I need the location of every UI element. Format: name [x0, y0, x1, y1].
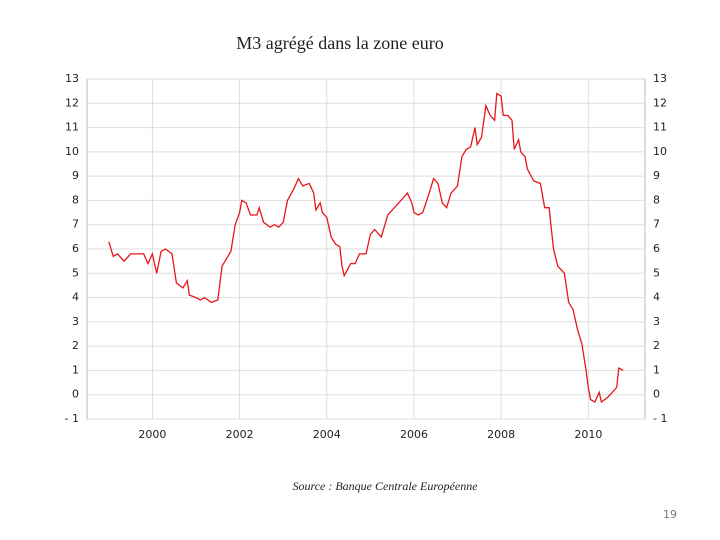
page-number: 19 [663, 508, 677, 521]
y2-tick-label: - 1 [653, 412, 667, 425]
x-tick-label: 2008 [487, 428, 515, 441]
y2-tick-label: 11 [653, 121, 667, 134]
y-tick-label: 11 [65, 121, 79, 134]
y2-tick-label: 3 [653, 315, 660, 328]
y2-tick-label: 1 [653, 363, 660, 376]
y-tick-label: 7 [72, 218, 79, 231]
y2-tick-label: 5 [653, 266, 660, 279]
y2-tick-label: 0 [653, 388, 660, 401]
x-tick-label: 2002 [226, 428, 254, 441]
y-tick-label: 8 [72, 193, 79, 206]
y2-tick-label: 6 [653, 242, 660, 255]
y2-tick-label: 8 [653, 193, 660, 206]
data-line [108, 92, 624, 404]
x-tick-label: 2000 [138, 428, 166, 441]
y-tick-label: 3 [72, 315, 79, 328]
y-tick-label: 12 [65, 96, 79, 109]
y-tick-label: 5 [72, 266, 79, 279]
y-tick-label: 10 [65, 145, 79, 158]
y2-tick-label: 2 [653, 339, 660, 352]
y-tick-label: 9 [72, 169, 79, 182]
y2-tick-label: 12 [653, 96, 667, 109]
y-tick-label: 4 [72, 291, 79, 304]
y-tick-label: - 1 [65, 412, 79, 425]
y2-tick-label: 7 [653, 218, 660, 231]
source: Source : Banque Centrale Européenne [292, 479, 478, 493]
y-tick-label: 2 [72, 339, 79, 352]
y2-tick-label: 13 [653, 72, 667, 85]
x-tick-label: 2004 [313, 428, 341, 441]
y2-tick-label: 9 [653, 169, 660, 182]
y-tick-label: 6 [72, 242, 79, 255]
x-tick-label: 2010 [574, 428, 602, 441]
y-tick-label: 0 [72, 388, 79, 401]
y2-tick-label: 4 [653, 291, 660, 304]
y2-tick-label: 10 [653, 145, 667, 158]
y-tick-label: 1 [72, 363, 79, 376]
chart-title: M3 agrégé dans la zone euro [236, 33, 443, 53]
x-tick-label: 2006 [400, 428, 428, 441]
y-tick-label: 13 [65, 72, 79, 85]
